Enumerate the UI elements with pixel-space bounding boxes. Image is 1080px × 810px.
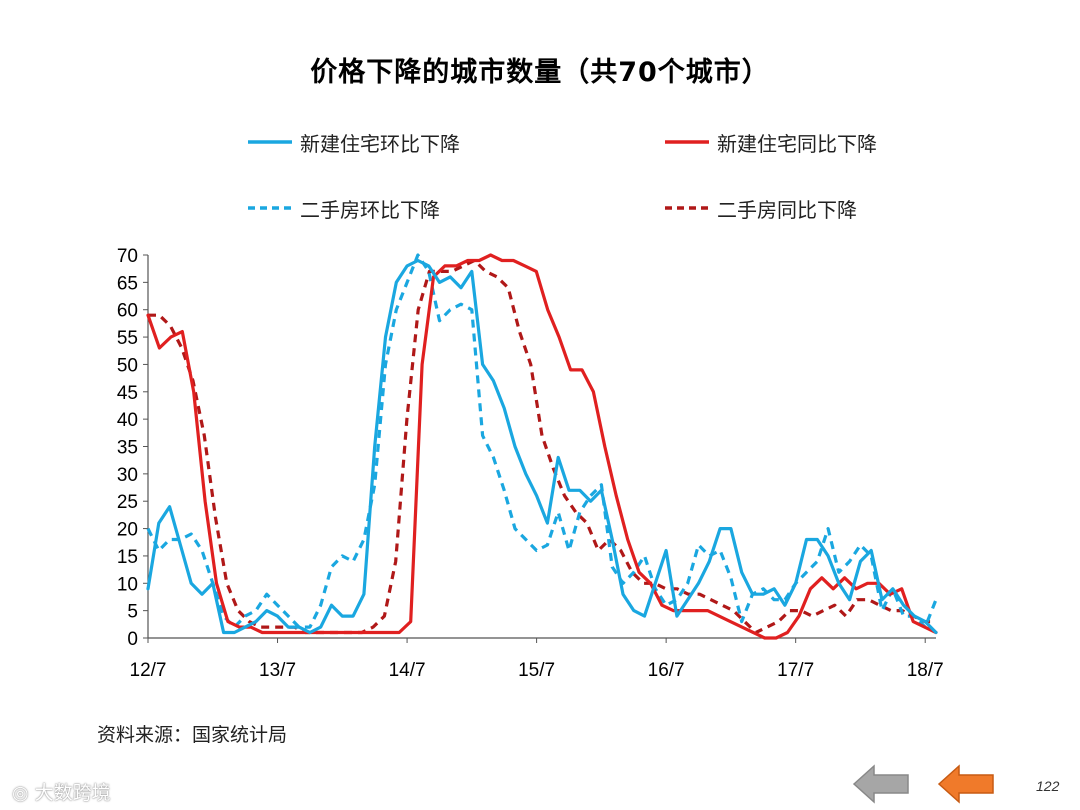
watermark: ◎ 大数跨境 xyxy=(12,778,111,805)
page-number: 122 xyxy=(1036,778,1060,794)
y-tick-label: 45 xyxy=(117,383,138,404)
legend-item-new-home-mom: 新建住宅环比下降 xyxy=(248,127,460,157)
x-tick-label: 17/7 xyxy=(777,660,814,681)
x-tick-label: 12/7 xyxy=(130,660,167,681)
back-arrow-button[interactable] xyxy=(852,763,912,805)
legend-label: 二手房环比下降 xyxy=(300,197,440,222)
legend-swatch-dashed-darkred xyxy=(665,206,709,210)
y-tick-label: 15 xyxy=(117,547,138,568)
y-tick-label: 50 xyxy=(117,355,138,376)
x-tick-label: 14/7 xyxy=(389,660,426,681)
x-tick-label: 13/7 xyxy=(259,660,296,681)
y-tick-label: 5 xyxy=(127,602,138,623)
forward-arrow-button[interactable] xyxy=(937,763,997,805)
legend-swatch-solid-red xyxy=(665,140,709,144)
y-tick-label: 25 xyxy=(117,492,138,513)
y-tick-label: 10 xyxy=(117,574,138,595)
back-arrow-icon xyxy=(852,764,909,804)
y-tick-label: 30 xyxy=(117,465,138,486)
x-tick-label: 16/7 xyxy=(648,660,685,681)
series-layer xyxy=(146,253,938,640)
legend-label: 二手房同比下降 xyxy=(717,197,857,222)
legend-item-new-home-yoy: 新建住宅同比下降 xyxy=(665,127,877,157)
source-note: 资料来源：国家统计局 xyxy=(97,724,288,746)
y-tick-label: 20 xyxy=(117,520,138,541)
y-tick-label: 0 xyxy=(127,629,138,650)
watermark-text: 大数跨境 xyxy=(34,782,111,804)
forward-arrow-icon xyxy=(937,764,994,804)
legend-item-second-hand-yoy: 二手房同比下降 xyxy=(665,193,857,223)
x-tick-label: 15/7 xyxy=(518,660,555,681)
legend-swatch-solid-blue xyxy=(248,140,292,144)
y-tick-label: 65 xyxy=(117,273,138,294)
y-tick-label: 40 xyxy=(117,410,138,431)
series-line-2 xyxy=(146,253,938,640)
y-tick-label: 35 xyxy=(117,438,138,459)
x-axis: 12/7 13/7 14/7 15/7 16/7 17/7 18/7 xyxy=(130,637,944,681)
series-line-0 xyxy=(146,258,938,635)
legend-item-second-hand-mom: 二手房环比下降 xyxy=(248,193,440,223)
y-axis: 0 5 10 15 20 25 30 35 40 45 50 55 60 65 70 xyxy=(117,246,149,650)
y-tick-label: 70 xyxy=(117,246,138,267)
x-tick-label: 18/7 xyxy=(907,660,944,681)
series-line-3 xyxy=(148,258,936,635)
y-tick-label: 60 xyxy=(117,301,138,322)
legend-label: 新建住宅同比下降 xyxy=(717,131,877,156)
series-line-1 xyxy=(146,253,938,629)
watermark-icon: ◎ xyxy=(12,782,29,804)
chart-title: 价格下降的城市数量（共70个城市） xyxy=(310,57,770,88)
y-tick-label: 55 xyxy=(117,328,138,349)
legend-swatch-dashed-blue xyxy=(248,206,292,210)
legend-label: 新建住宅环比下降 xyxy=(300,131,460,156)
